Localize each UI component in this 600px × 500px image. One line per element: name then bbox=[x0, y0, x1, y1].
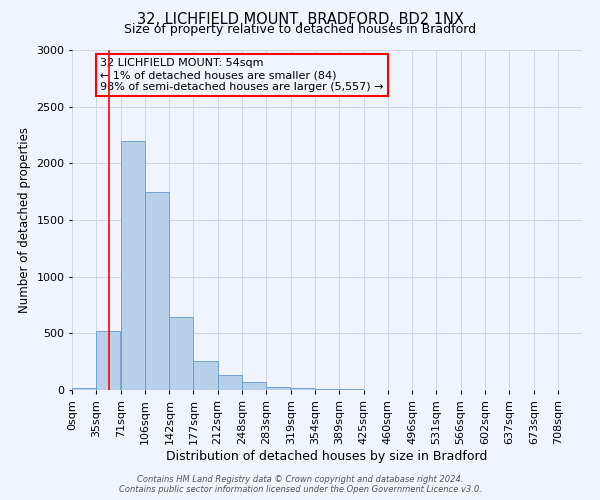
Bar bbox=[266, 386, 290, 390]
Bar bbox=[96, 331, 120, 390]
Bar bbox=[121, 140, 145, 390]
Text: Size of property relative to detached houses in Bradford: Size of property relative to detached ho… bbox=[124, 22, 476, 36]
Bar bbox=[193, 360, 218, 390]
Bar bbox=[218, 376, 242, 390]
Text: Contains HM Land Registry data © Crown copyright and database right 2024.
Contai: Contains HM Land Registry data © Crown c… bbox=[119, 474, 481, 494]
Bar bbox=[315, 389, 339, 390]
Bar bbox=[169, 318, 193, 390]
Bar bbox=[72, 388, 96, 390]
Y-axis label: Number of detached properties: Number of detached properties bbox=[17, 127, 31, 313]
X-axis label: Distribution of detached houses by size in Bradford: Distribution of detached houses by size … bbox=[166, 450, 488, 462]
Bar bbox=[291, 388, 315, 390]
Text: 32 LICHFIELD MOUNT: 54sqm
← 1% of detached houses are smaller (84)
98% of semi-d: 32 LICHFIELD MOUNT: 54sqm ← 1% of detach… bbox=[100, 58, 383, 92]
Bar bbox=[242, 382, 266, 390]
Bar bbox=[145, 192, 169, 390]
Text: 32, LICHFIELD MOUNT, BRADFORD, BD2 1NX: 32, LICHFIELD MOUNT, BRADFORD, BD2 1NX bbox=[137, 12, 463, 28]
